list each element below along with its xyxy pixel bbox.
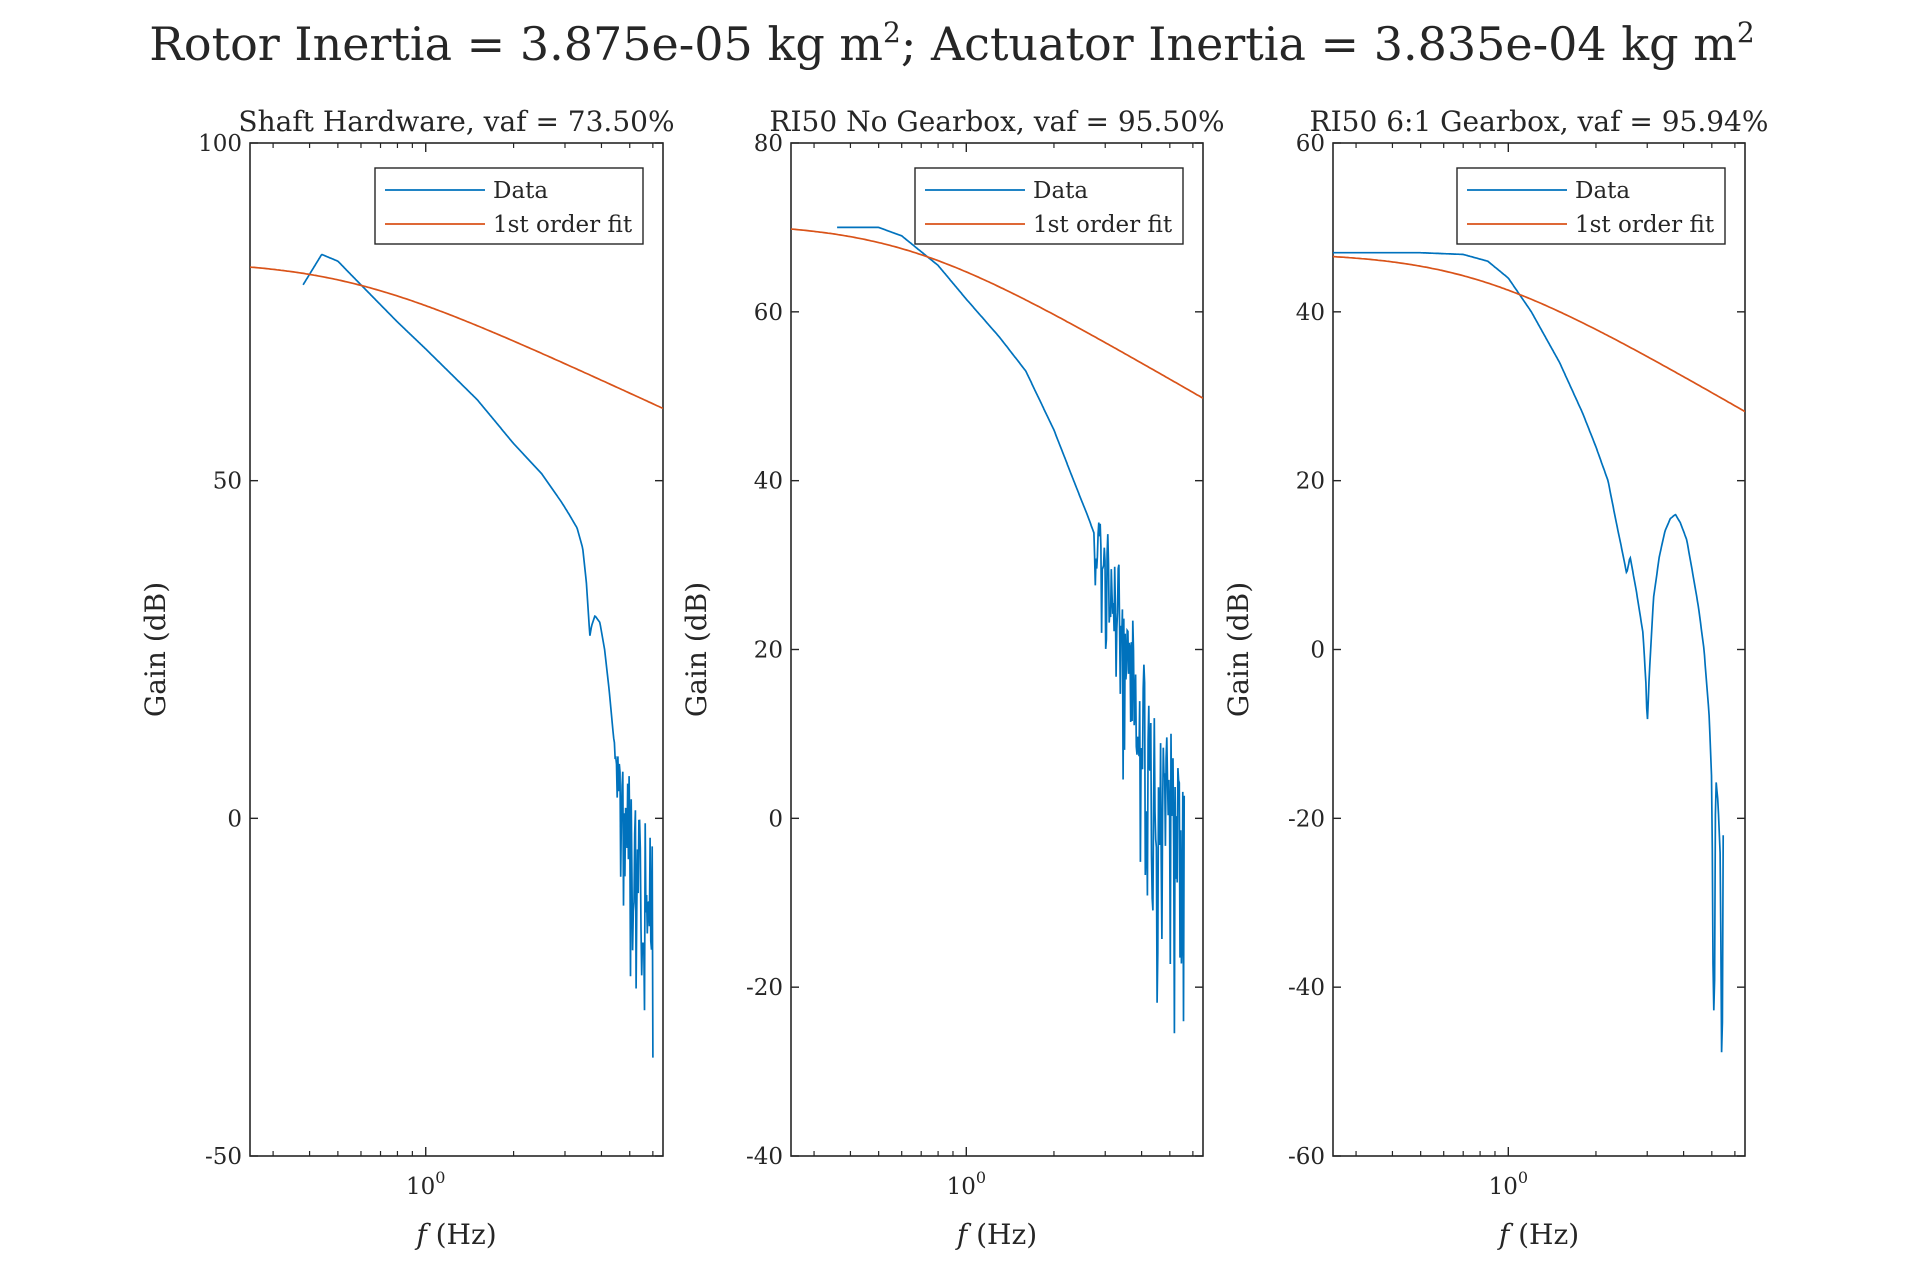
x-tick-label: 100 — [1489, 1168, 1528, 1200]
legend-label: 1st order fit — [493, 212, 633, 238]
y-tick-label: 40 — [1296, 300, 1325, 326]
y-tick-label: -60 — [1288, 1144, 1325, 1170]
y-tick-label: 60 — [1296, 131, 1325, 157]
y-tick-label: -40 — [746, 1144, 783, 1170]
fit-series-line — [250, 266, 663, 410]
legend-label: Data — [1033, 178, 1088, 204]
y-axis-label: Gain (dB) — [680, 582, 713, 717]
y-tick-label: 50 — [213, 469, 242, 495]
data-series-line — [1333, 251, 1725, 1053]
x-axis-label: f (Hz) — [955, 1218, 1037, 1251]
y-tick-label: 0 — [768, 806, 783, 832]
legend-label: Data — [1575, 178, 1630, 204]
legend-box — [1456, 167, 1726, 245]
legend-label: 1st order fit — [1033, 212, 1173, 238]
y-tick-label: 80 — [754, 131, 783, 157]
axes-box — [249, 142, 664, 1157]
y-axis-label: Gain (dB) — [1222, 582, 1255, 717]
legend-box — [374, 167, 644, 245]
fit-series-line — [1333, 255, 1745, 413]
subplot-title: Shaft Hardware, vaf = 73.50% — [238, 105, 674, 138]
y-tick-label: 20 — [1296, 469, 1325, 495]
x-tick-label: 100 — [406, 1168, 445, 1200]
legend-label: 1st order fit — [1575, 212, 1715, 238]
y-tick-label: -20 — [746, 975, 783, 1001]
x-axis-label: f (Hz) — [1497, 1218, 1579, 1251]
y-axis-label: Gain (dB) — [139, 582, 172, 717]
y-tick-label: 40 — [754, 469, 783, 495]
axes-box — [790, 142, 1204, 1157]
subplot-title: RI50 No Gearbox, vaf = 95.50% — [769, 105, 1224, 138]
subplot-title: RI50 6:1 Gearbox, vaf = 95.94% — [1310, 105, 1769, 138]
axes-box — [1332, 142, 1746, 1157]
data-series-line — [837, 226, 1186, 1034]
x-tick-label: 100 — [947, 1168, 986, 1200]
y-tick-label: -20 — [1288, 806, 1325, 832]
y-tick-label: 60 — [754, 300, 783, 326]
y-tick-label: -40 — [1288, 975, 1325, 1001]
fit-series-line — [791, 228, 1203, 399]
y-tick-label: 100 — [198, 131, 242, 157]
y-tick-label: 0 — [227, 806, 242, 832]
legend-label: Data — [493, 178, 548, 204]
y-tick-label: -50 — [205, 1144, 242, 1170]
subplot-2: -40 -20 0 20 40 60 80 100 RI50 No Gearbox, vaf =… — [680, 105, 1225, 1251]
figure-suptitle: Rotor Inertia = 3.875e-05 kg m2; Actuato… — [149, 16, 1754, 71]
x-axis-label: f (Hz) — [414, 1218, 496, 1251]
y-tick-label: 0 — [1310, 638, 1325, 664]
legend-box — [914, 167, 1184, 245]
y-tick-label: 20 — [754, 638, 783, 664]
subplot-3: -60 -40 -20 0 20 40 60 100 RI50 6:1 Gearbox, vaf… — [1222, 105, 1768, 1251]
